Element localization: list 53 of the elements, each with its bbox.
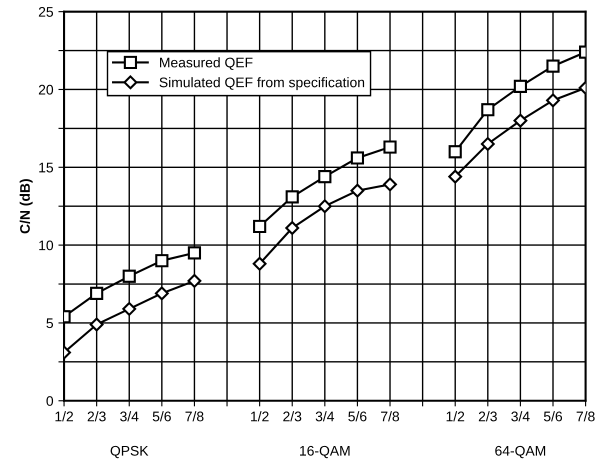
text: 16-QAM (300, 446, 350, 458)
point (188, 246, 202, 260)
point (90, 318, 104, 332)
y-axis-title: C/N (dB) (20, 179, 33, 234)
legend-label: Simulated QEF from specification (160, 77, 364, 90)
point (252, 256, 267, 271)
point (481, 103, 494, 116)
point (122, 302, 136, 316)
point (383, 177, 397, 192)
point (514, 80, 528, 93)
y-tick-label: 15 (39, 162, 54, 172)
x-tick-label: 3/4 (316, 411, 334, 422)
x-tick-label: 3/4 (120, 411, 138, 422)
x-tick-label: 7/8 (576, 411, 595, 422)
point (448, 170, 462, 184)
point (318, 170, 332, 184)
x-tick-label: 1/2 (55, 411, 74, 422)
x-tick-label: 1/2 (446, 411, 464, 422)
point (546, 60, 560, 73)
text: QPSK (110, 446, 148, 458)
legend-label: Measured QEF (160, 57, 253, 70)
x-tick-label: 7/8 (381, 411, 400, 422)
x-tick-label: 3/4 (511, 411, 530, 422)
point (318, 199, 332, 214)
y-tick-label: 0 (46, 396, 54, 406)
point (122, 270, 136, 283)
point (253, 220, 266, 234)
x-tick-label: 5/6 (348, 411, 366, 422)
point (350, 184, 364, 198)
point (546, 93, 560, 108)
point (90, 286, 104, 300)
y-tick-label: 20 (38, 84, 54, 95)
point (513, 114, 528, 128)
x-tick-label: 2/3 (88, 411, 106, 422)
x-tick-label: 1/2 (251, 411, 269, 422)
y-tick-label: 25 (38, 6, 54, 17)
x-tick-label: 2/3 (478, 411, 497, 422)
point (286, 190, 299, 204)
y-tick-label: 5 (46, 318, 54, 328)
text: 64-QAM (495, 446, 546, 458)
y-tick-label: 10 (39, 240, 54, 250)
point (285, 221, 300, 235)
point (383, 140, 397, 154)
point (155, 254, 168, 268)
x-tick-label: 2/3 (283, 411, 302, 422)
point (480, 137, 495, 151)
point (154, 286, 169, 300)
point (350, 151, 364, 165)
point (188, 274, 202, 288)
x-tick-label: 5/6 (152, 411, 171, 422)
point (448, 145, 462, 158)
x-tick-label: 5/6 (544, 411, 562, 422)
x-tick-label: 7/8 (185, 411, 204, 422)
